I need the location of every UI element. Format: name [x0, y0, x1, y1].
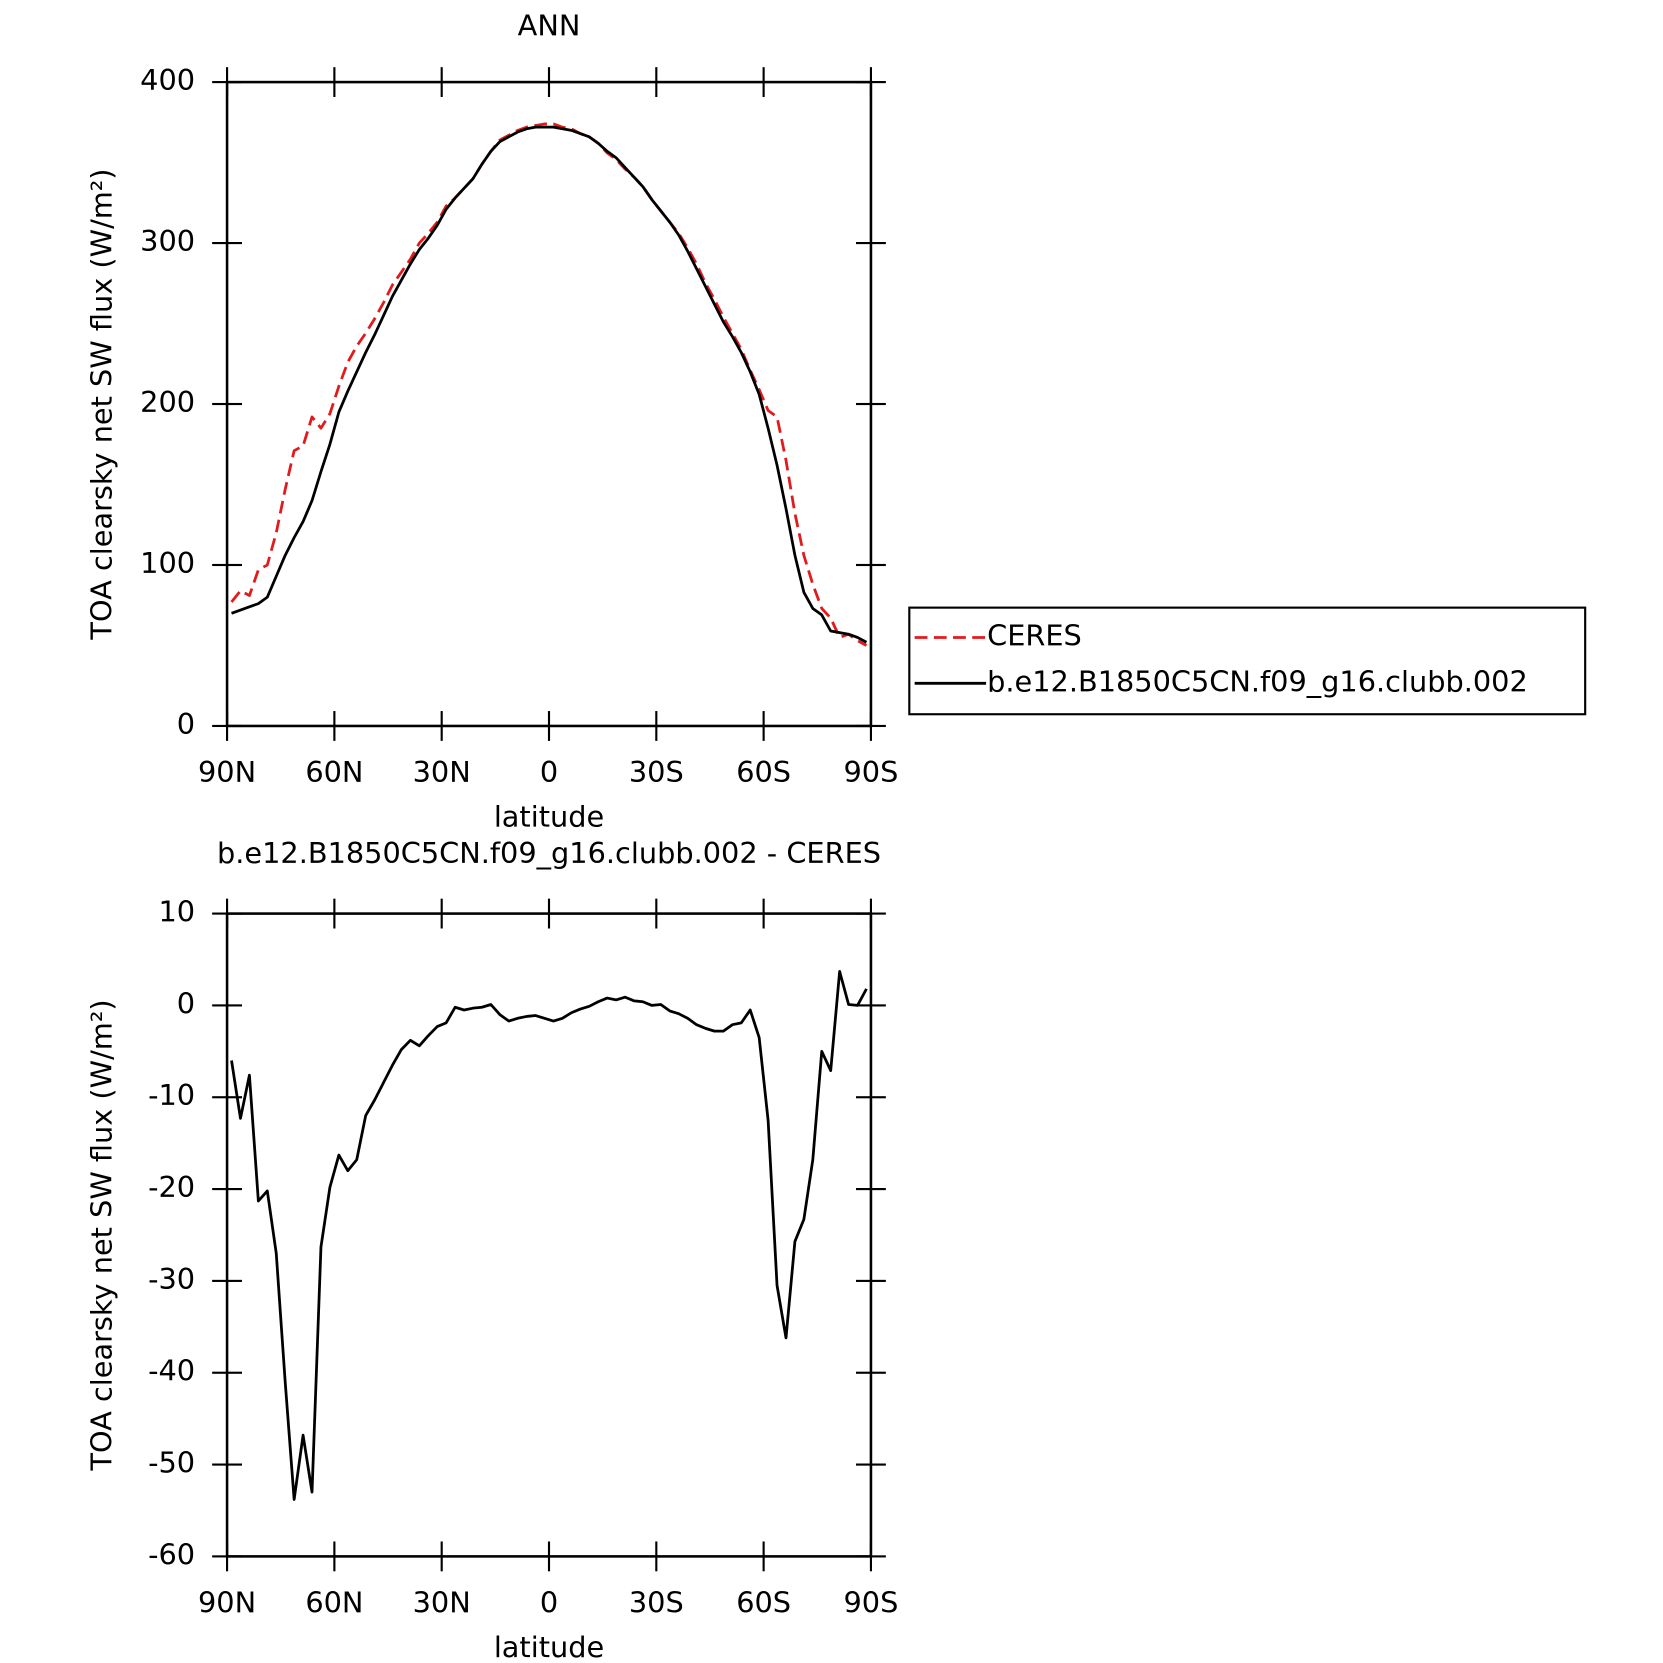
- x-tick-label: 90S: [844, 755, 899, 789]
- series-line: [231, 125, 868, 644]
- x-tick-label: 60N: [305, 755, 363, 789]
- x-axis-label: latitude: [494, 1630, 604, 1663]
- x-tick-label: 30N: [413, 1585, 471, 1619]
- x-tick-label: 60S: [736, 755, 791, 789]
- y-tick-label: -20: [148, 1170, 195, 1204]
- x-tick-label: 60N: [305, 1585, 363, 1619]
- x-tick-label: 90N: [198, 1585, 256, 1619]
- chart-title: b.e12.B1850C5CN.f09_g16.clubb.002 - CERE…: [217, 836, 881, 870]
- x-tick-label: 90N: [198, 755, 256, 789]
- y-tick-label: 0: [177, 986, 195, 1020]
- y-tick-label: 0: [177, 707, 195, 741]
- y-tick-label: -30: [148, 1262, 195, 1296]
- y-tick-label: -10: [148, 1078, 195, 1112]
- x-axis-label: latitude: [494, 800, 604, 834]
- legend-box: [908, 606, 1587, 716]
- y-tick-label: -40: [148, 1354, 195, 1388]
- legend-label: b.e12.B1850C5CN.f09_g16.clubb.002: [987, 664, 1528, 698]
- y-tick-label: 100: [140, 546, 195, 580]
- y-tick-label: 400: [140, 63, 195, 97]
- chart-title: ANN: [518, 9, 581, 43]
- x-tick-label: 30S: [629, 1585, 684, 1619]
- plot-frame: [225, 912, 873, 1558]
- series-line: [230, 970, 868, 1501]
- y-axis-label: TOA clearsky net SW flux (W/m²): [84, 999, 118, 1471]
- x-tick-label: 0: [540, 755, 558, 789]
- series-line: [230, 122, 868, 647]
- x-tick-label: 30S: [629, 755, 684, 789]
- plot-frame: [225, 80, 873, 728]
- x-tick-label: 30N: [413, 755, 471, 789]
- y-tick-label: 300: [140, 224, 195, 258]
- x-tick-label: 0: [540, 1585, 558, 1619]
- x-tick-label: 90S: [844, 1585, 899, 1619]
- y-tick-label: 200: [140, 385, 195, 419]
- y-axis-label: TOA clearsky net SW flux (W/m²): [84, 168, 118, 640]
- y-tick-label: -60: [148, 1537, 195, 1571]
- y-tick-label: 10: [158, 895, 195, 929]
- legend-label: CERES: [987, 618, 1082, 652]
- y-tick-label: -50: [148, 1446, 195, 1480]
- x-tick-label: 60S: [736, 1585, 791, 1619]
